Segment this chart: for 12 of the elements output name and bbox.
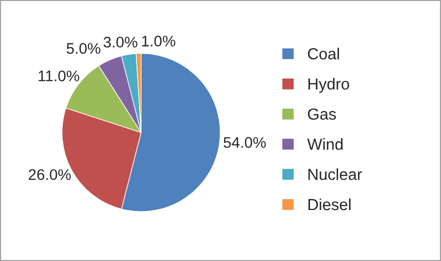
data-label: 5.0% [66,43,100,54]
legend-label: Nuclear [308,168,362,180]
data-label: 26.0% [28,169,71,180]
legend-label: Coal [308,48,339,60]
data-label: 3.0% [104,36,138,48]
legend-label: Gas [308,108,336,120]
legend-label: Hydro [308,78,350,93]
data-label: 54.0% [224,137,266,148]
data-label: 1.0% [142,36,176,46]
data-label: 11.0% [38,70,80,82]
legend-label: Wind [307,138,343,150]
legend-label: Diesel [308,198,350,210]
